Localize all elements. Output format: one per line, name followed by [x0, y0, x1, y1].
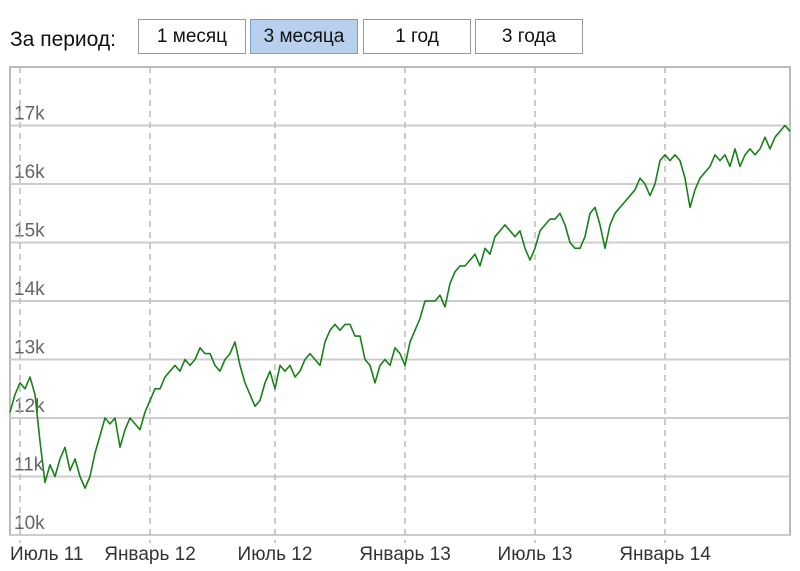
period-label: За период: [10, 28, 116, 51]
x-tick-label: Июль 12 [238, 544, 313, 565]
period-controls: За период: 1 месяц 3 месяца 1 год 3 года [0, 0, 800, 60]
period-button[interactable]: 1 год [363, 19, 471, 54]
y-tick-label: 12k [14, 396, 45, 417]
period-button[interactable]: 3 месяца [250, 19, 358, 54]
y-tick-label: 13k [14, 338, 45, 359]
x-tick-label: Июль 11 [10, 544, 83, 565]
period-button[interactable]: 3 года [475, 19, 583, 54]
period-button[interactable]: 1 месяц [138, 19, 246, 54]
y-tick-label: 11k [14, 455, 44, 476]
x-tick-label: Июль 13 [498, 544, 573, 565]
x-tick-label: Январь 13 [359, 544, 451, 565]
y-tick-label: 14k [14, 279, 45, 300]
x-tick-label: Январь 12 [104, 544, 196, 565]
x-tick-label: Январь 14 [619, 544, 711, 565]
y-tick-label: 10k [14, 513, 45, 534]
y-tick-label: 16k [14, 162, 45, 183]
price-line [9, 124, 791, 489]
y-tick-label: 15k [14, 221, 45, 242]
y-tick-label: 17k [14, 104, 45, 125]
